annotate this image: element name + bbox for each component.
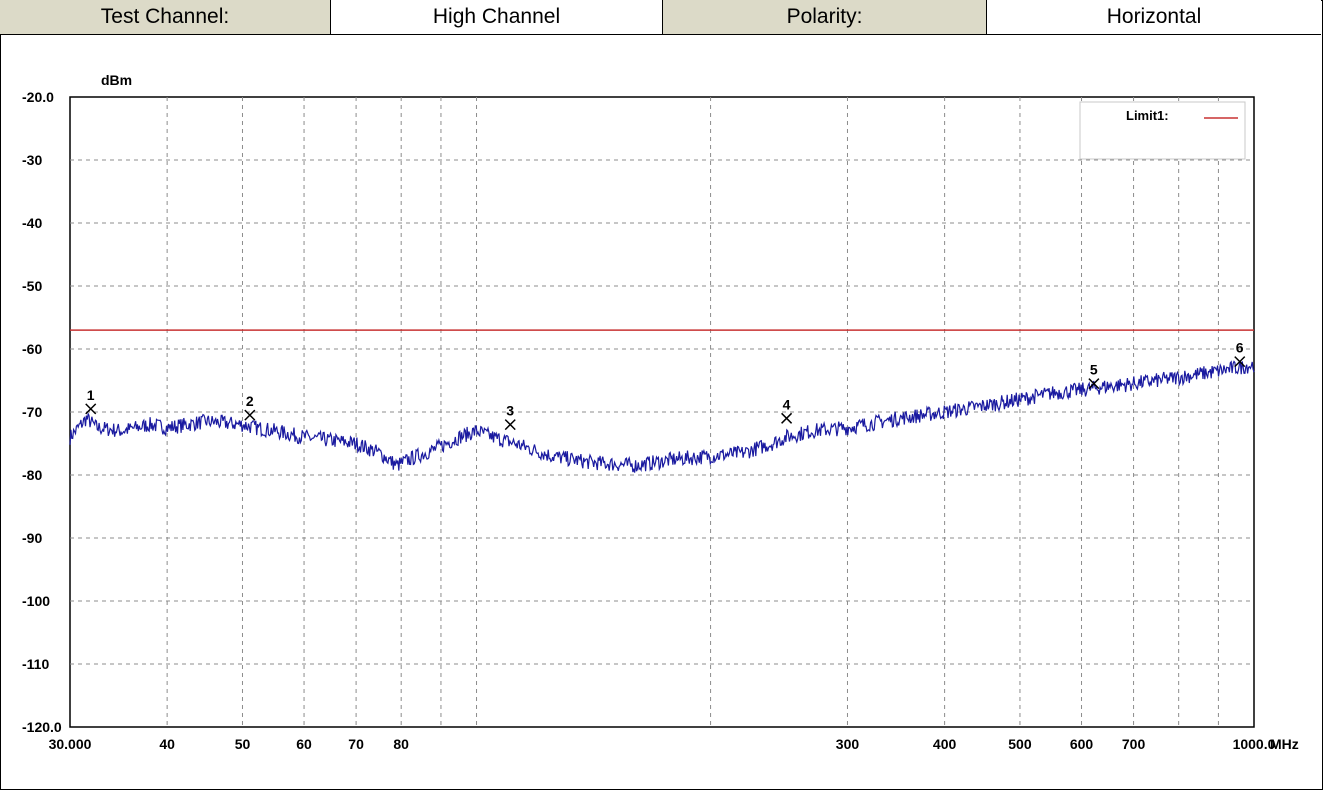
peak-marker-6 bbox=[1234, 356, 1246, 368]
y-tick-label: -30 bbox=[22, 152, 42, 168]
test-info-header: Test Channel: High Channel Polarity: Hor… bbox=[0, 0, 1321, 35]
y-tick-label: -60 bbox=[22, 341, 42, 357]
y-tick-labels: -20.0 -30 -40 -50 -60 -70 -80 -90 -100 -110 -120.0 bbox=[22, 89, 62, 735]
y-tick-label: -40 bbox=[22, 215, 42, 231]
peak-marker-label-6: 6 bbox=[1236, 340, 1244, 356]
y-tick-label: -110 bbox=[22, 656, 49, 672]
x-tick-label: 1000.0 bbox=[1233, 736, 1276, 752]
x-tick-label: 80 bbox=[393, 736, 409, 752]
x-tick-label: 600 bbox=[1070, 736, 1094, 752]
peak-marker-5 bbox=[1088, 378, 1100, 390]
peak-marker-label-4: 4 bbox=[783, 396, 791, 412]
peak-markers: 1 2 3 4 5 6 bbox=[85, 340, 1246, 431]
y-tick-label: -100 bbox=[22, 593, 50, 609]
x-tick-labels: 30.000 40 50 60 70 80 300 400 500 600 700 1000.0 bbox=[49, 736, 1276, 752]
peak-marker-2 bbox=[244, 409, 256, 421]
peak-marker-1 bbox=[85, 403, 97, 415]
peak-marker-label-3: 3 bbox=[506, 403, 514, 419]
x-tick-label: 60 bbox=[296, 736, 312, 752]
y-tick-label: -90 bbox=[22, 530, 42, 546]
peak-marker-label-2: 2 bbox=[246, 393, 254, 409]
grid-lines bbox=[70, 97, 1254, 727]
y-unit-label: dBm bbox=[101, 72, 132, 88]
polarity-value: Horizontal bbox=[987, 0, 1321, 34]
y-tick-label: -20.0 bbox=[22, 89, 54, 105]
x-tick-label: 700 bbox=[1122, 736, 1146, 752]
legend-box: Limit1: bbox=[1079, 101, 1246, 160]
y-tick-label: -50 bbox=[22, 278, 42, 294]
x-tick-label: 300 bbox=[836, 736, 860, 752]
y-tick-label: -80 bbox=[22, 467, 42, 483]
x-tick-label: 500 bbox=[1008, 736, 1032, 752]
x-tick-label: 50 bbox=[235, 736, 251, 752]
x-unit-label: MHz bbox=[1270, 736, 1299, 752]
y-tick-label: -70 bbox=[22, 404, 42, 420]
test-channel-value: High Channel bbox=[331, 0, 663, 34]
legend-label-limit1: Limit1: bbox=[1126, 108, 1169, 123]
x-tick-label: 400 bbox=[933, 736, 957, 752]
measurement-trace bbox=[69, 360, 1255, 473]
test-channel-label: Test Channel: bbox=[0, 0, 331, 34]
x-tick-label: 70 bbox=[348, 736, 364, 752]
peak-marker-3 bbox=[504, 419, 516, 431]
polarity-label: Polarity: bbox=[663, 0, 987, 34]
peak-marker-label-1: 1 bbox=[87, 387, 95, 403]
x-tick-label: 40 bbox=[159, 736, 175, 752]
x-tick-label: 30.000 bbox=[49, 736, 92, 752]
y-tick-label: -120.0 bbox=[22, 719, 62, 735]
peak-marker-label-5: 5 bbox=[1090, 362, 1098, 378]
peak-marker-4 bbox=[781, 412, 793, 424]
